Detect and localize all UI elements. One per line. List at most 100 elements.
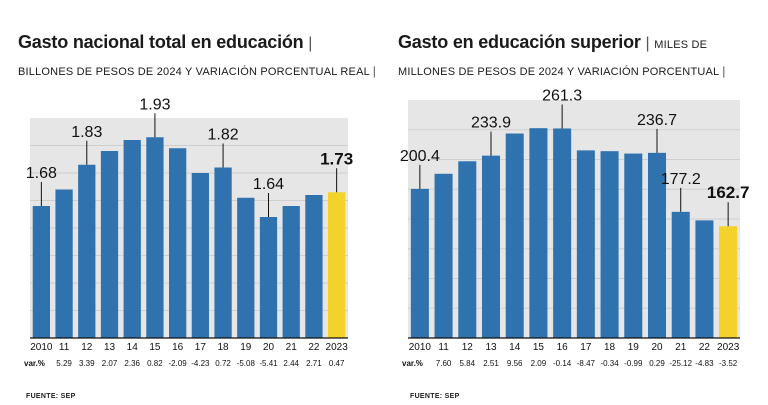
x-tick-label: 22 — [699, 342, 711, 353]
x-tick-label: 2010 — [409, 342, 432, 353]
x-tick-label: 18 — [604, 342, 616, 353]
bar-13 — [481, 155, 501, 338]
chart-subtitle: MILLONES DE PESOS DE 2024 Y VARIACIÓN PO… — [398, 64, 726, 78]
variation-value: 3.39 — [79, 359, 95, 368]
variation-value: 0.29 — [649, 359, 665, 368]
right-bar-chart: 2010 11 12 13 14 15 16 17 18 19 20 21 22 2023 var.% 7.6… — [400, 87, 750, 368]
variation-row-label: var.% — [402, 359, 423, 368]
value-label: 261.3 — [542, 87, 582, 104]
bar-15 — [529, 128, 548, 338]
title-separator: | — [645, 35, 650, 52]
bar-18 — [214, 167, 232, 338]
variation-value: 0.47 — [329, 359, 345, 368]
x-tick-label: 15 — [533, 342, 545, 353]
bar-13 — [100, 151, 119, 338]
x-tick-label: 13 — [104, 342, 116, 353]
x-tick-label: 22 — [308, 342, 320, 353]
x-tick-label: 14 — [127, 342, 139, 353]
chart-subtitle-line1: MILES DE — [654, 39, 708, 51]
x-tick-label: 11 — [438, 342, 449, 353]
bar-16 — [553, 128, 572, 338]
variation-value: -4.83 — [695, 359, 714, 368]
x-tick-label: 16 — [172, 342, 184, 353]
chart-subtitle-line2: MILLONES DE PESOS DE 2024 Y VARIACIÓN PO… — [398, 66, 719, 78]
variation-value: 5.29 — [56, 359, 72, 368]
variation-value: 2.36 — [124, 359, 140, 368]
variation-value: -5.41 — [259, 359, 278, 368]
bar-22 — [695, 220, 714, 338]
variation-value: -5.08 — [237, 359, 256, 368]
x-tick-label: 16 — [557, 342, 569, 353]
subtitle-separator: | — [722, 64, 726, 78]
bar-22 — [305, 195, 323, 338]
bar-17 — [191, 173, 209, 338]
bar-11 — [434, 173, 453, 338]
variation-value: -25.12 — [669, 359, 692, 368]
bar-2010 — [410, 188, 429, 338]
bar-16 — [169, 148, 187, 338]
chart-subtitle-text: BILLONES DE PESOS DE 2024 Y VARIACIÓN PO… — [18, 66, 370, 78]
x-tick-label: 11 — [59, 342, 70, 353]
value-label: 1.64 — [253, 176, 284, 193]
value-label: 1.93 — [139, 96, 170, 113]
variation-row-label: var.% — [24, 359, 45, 368]
x-tick-label: 17 — [195, 342, 207, 353]
variation-value: 2.44 — [283, 359, 299, 368]
value-label: 162.7 — [707, 183, 750, 202]
left-chart-panel: Gasto nacional total en educación | BILL… — [18, 32, 376, 400]
variation-value: -4.23 — [191, 359, 210, 368]
bar-19 — [237, 197, 255, 338]
variation-value: 2.71 — [306, 359, 322, 368]
bar-21 — [282, 206, 300, 338]
x-tick-label: 14 — [509, 342, 521, 353]
variation-value: 2.07 — [102, 359, 118, 368]
variation-value: 5.84 — [459, 359, 475, 368]
title-separator: | — [308, 35, 313, 52]
chart-title-text: Gasto nacional total en educación — [18, 32, 304, 52]
value-label: 1.68 — [26, 165, 57, 182]
bar-12 — [78, 164, 96, 338]
bar-2023 — [328, 192, 346, 338]
variation-value: 0.72 — [215, 359, 231, 368]
x-tick-label: 20 — [263, 342, 275, 353]
x-tick-label: 19 — [240, 342, 252, 353]
variation-value: -0.99 — [624, 359, 643, 368]
variation-value: 9.56 — [507, 359, 523, 368]
bar-15 — [146, 137, 164, 338]
variation-value: 7.60 — [436, 359, 452, 368]
variation-value: -8.47 — [577, 359, 596, 368]
x-tick-label: 21 — [675, 342, 687, 353]
value-label: 1.73 — [320, 149, 353, 168]
value-label: 1.82 — [208, 127, 239, 144]
bar-21 — [671, 211, 690, 338]
x-tick-label: 13 — [485, 342, 497, 353]
x-tick-label: 18 — [218, 342, 230, 353]
value-label: 200.4 — [400, 148, 440, 165]
x-tick-label: 2010 — [30, 342, 53, 353]
bar-18 — [600, 151, 619, 338]
bar-19 — [624, 153, 643, 338]
variation-value: 2.51 — [483, 359, 499, 368]
bar-11 — [55, 189, 73, 338]
x-tick-label: 2023 — [326, 342, 349, 353]
right-chart-panel: Gasto en educación superior | MILES DE M… — [384, 0, 768, 405]
x-tick-label: 12 — [81, 342, 93, 353]
variation-value: 2.09 — [531, 359, 547, 368]
source-note: FUENTE: SEP — [410, 393, 460, 400]
variation-value: -0.14 — [553, 359, 572, 368]
value-label: 233.9 — [471, 115, 511, 132]
chart-title: Gasto en educación superior | MILES DE — [398, 32, 707, 53]
left-bar-chart: 2010 11 12 13 14 15 16 17 18 19 20 21 22 2023 var.% 5.2… — [24, 96, 353, 368]
bar-20 — [259, 217, 278, 338]
chart-title: Gasto nacional total en educación | — [18, 32, 312, 53]
bar-2023 — [719, 226, 738, 338]
x-tick-label: 19 — [628, 342, 640, 353]
variation-value: -0.34 — [600, 359, 619, 368]
bar-20 — [647, 152, 667, 338]
x-tick-label: 17 — [580, 342, 592, 353]
value-label: 236.7 — [637, 112, 677, 129]
bar-2010 — [32, 206, 50, 338]
x-tick-label: 12 — [462, 342, 474, 353]
variation-value: -3.52 — [719, 359, 738, 368]
source-note: FUENTE: SEP — [26, 393, 76, 400]
